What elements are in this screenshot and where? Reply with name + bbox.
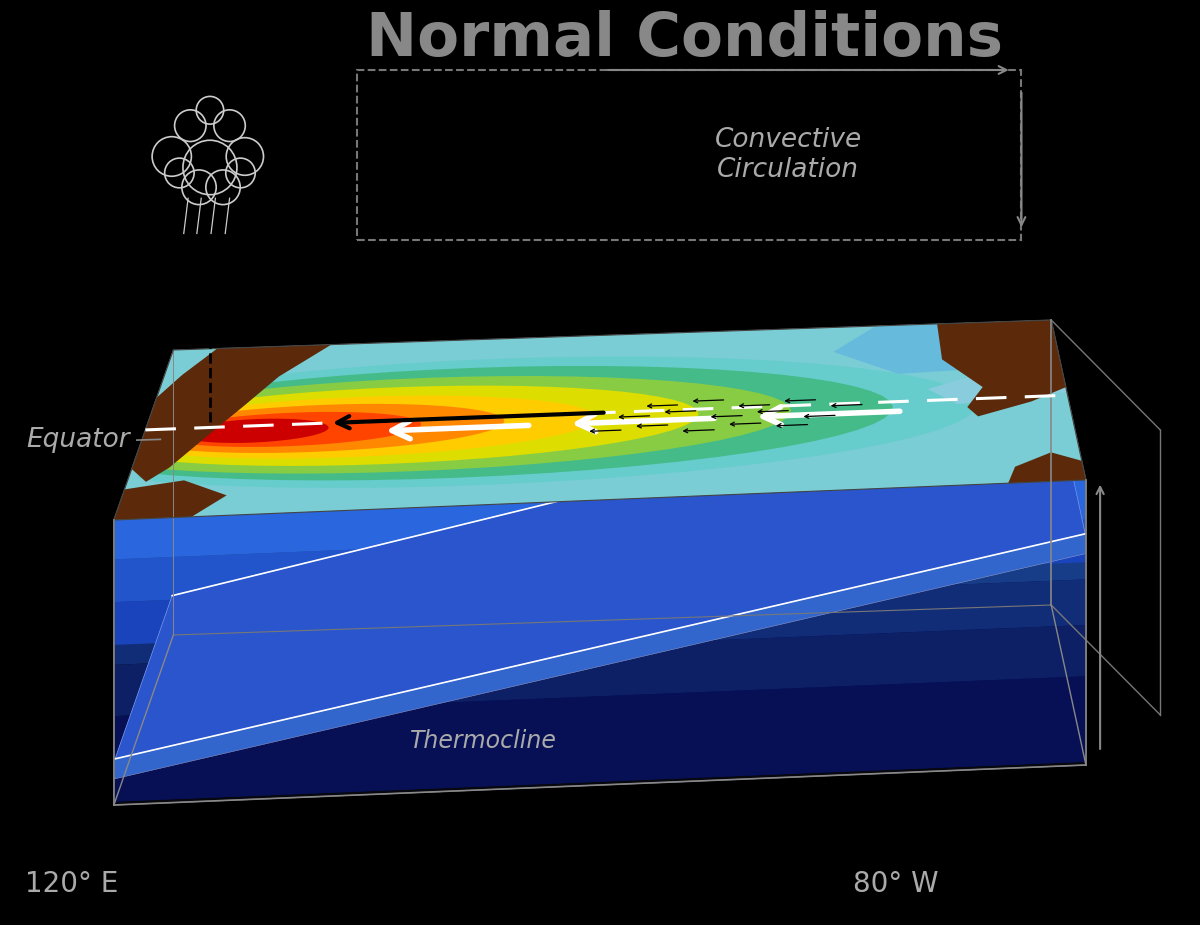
Polygon shape [181,419,329,443]
Polygon shape [138,356,976,488]
Polygon shape [162,412,421,447]
Text: 80° W: 80° W [853,870,938,898]
Polygon shape [1051,320,1086,765]
Polygon shape [115,534,1085,645]
Polygon shape [115,380,1085,758]
Polygon shape [145,386,698,466]
Polygon shape [114,350,173,805]
Polygon shape [132,345,331,482]
Polygon shape [115,596,172,779]
Text: Equator: Equator [26,427,130,453]
Polygon shape [172,380,1052,638]
Polygon shape [114,480,1086,805]
Polygon shape [150,404,504,453]
Polygon shape [142,376,791,474]
Polygon shape [172,380,1052,616]
Polygon shape [114,605,1086,805]
Polygon shape [928,364,1067,404]
Polygon shape [173,320,1051,635]
Text: Thermocline: Thermocline [410,729,557,753]
Polygon shape [1052,380,1085,554]
Polygon shape [115,505,1085,579]
Polygon shape [115,579,1085,665]
Polygon shape [114,320,1086,520]
Polygon shape [115,534,1085,802]
Polygon shape [114,480,227,520]
Polygon shape [834,320,1058,374]
Polygon shape [937,320,1066,416]
Text: Normal Conditions: Normal Conditions [366,10,1003,69]
Polygon shape [115,520,1085,602]
Polygon shape [115,676,1085,802]
Polygon shape [1008,452,1086,483]
Polygon shape [115,476,1085,545]
Text: 120° E: 120° E [24,870,118,898]
Polygon shape [148,396,596,459]
Polygon shape [115,539,1085,619]
Polygon shape [115,625,1085,716]
Polygon shape [115,476,1085,560]
Polygon shape [140,366,893,480]
Polygon shape [115,534,1085,779]
Text: Convective
Circulation: Convective Circulation [715,127,862,183]
